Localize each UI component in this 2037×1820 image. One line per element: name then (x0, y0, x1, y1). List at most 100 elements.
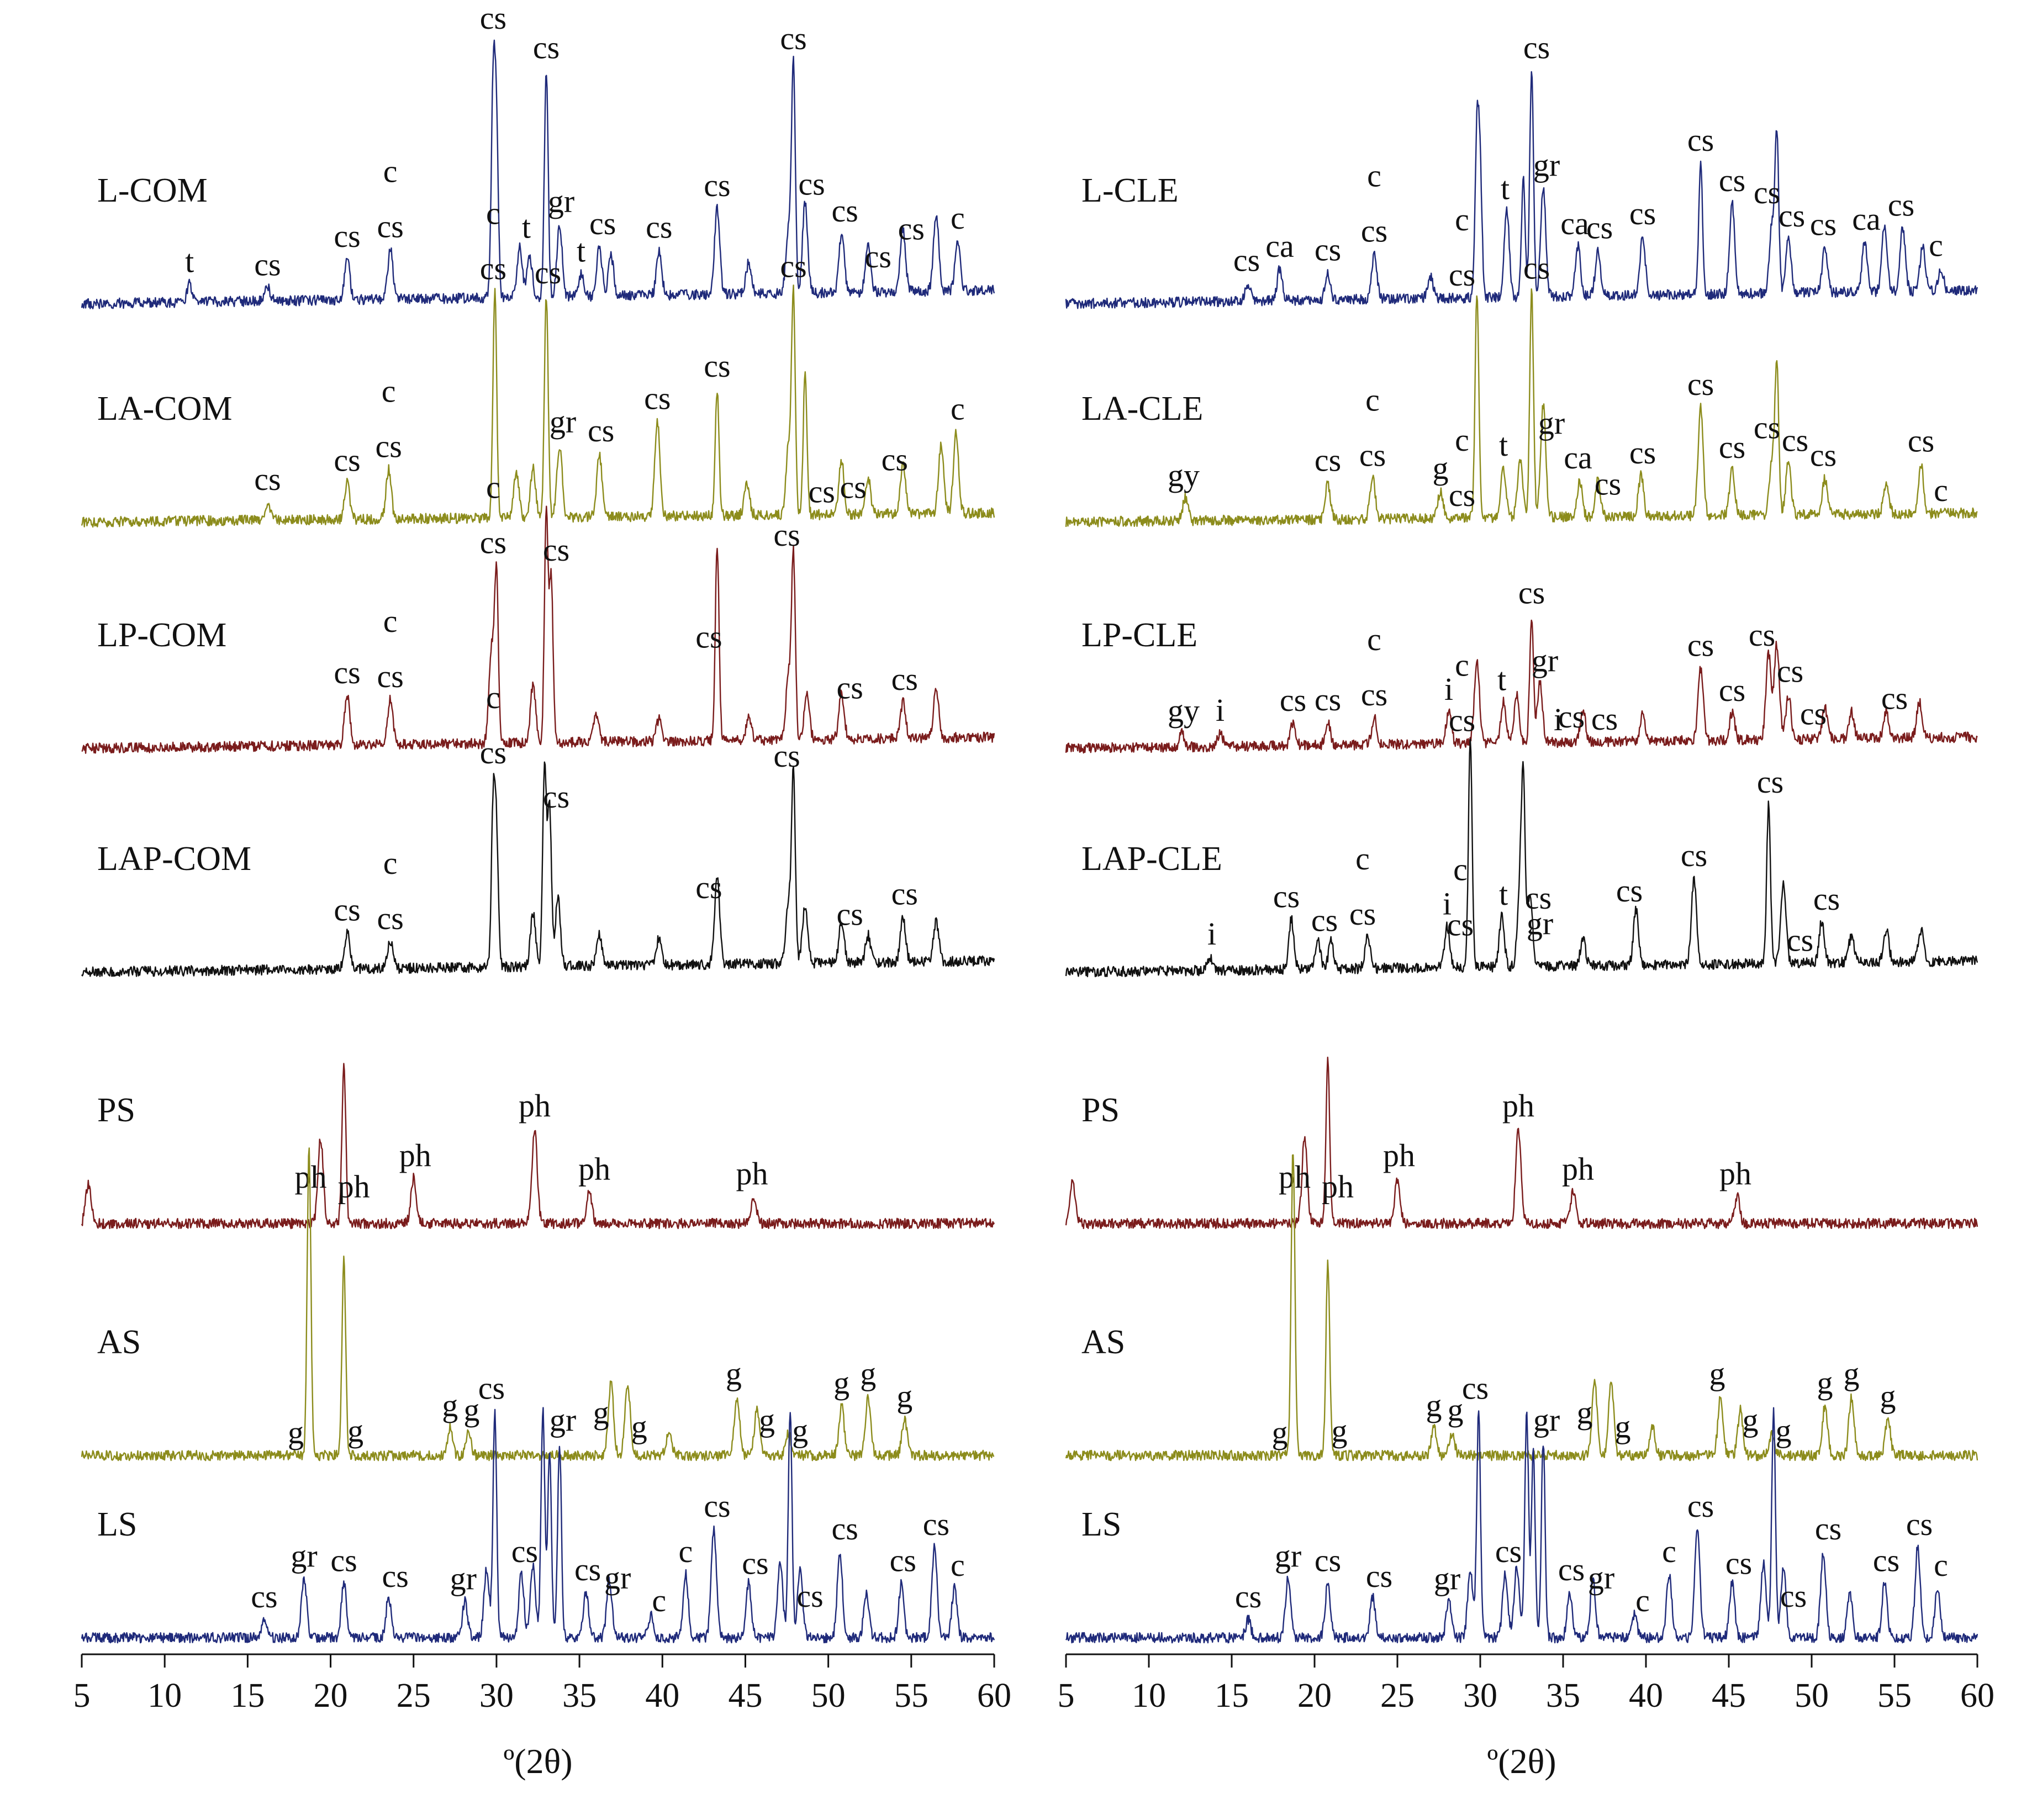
phase-label: cs (644, 380, 671, 416)
phase-label: cs (1591, 701, 1618, 737)
phase-label: gr (550, 404, 576, 440)
phase-label: g (759, 1402, 775, 1438)
xrd-trace-lp-cle (1065, 619, 1978, 754)
phase-label: cs (1780, 1578, 1807, 1614)
phase-label: ph (1562, 1151, 1594, 1187)
x-tick-label: 30 (1463, 1677, 1497, 1715)
phase-label: cs (796, 1578, 823, 1614)
phase-label: cs (1681, 837, 1707, 873)
phase-label: ph (1719, 1156, 1751, 1191)
phase-label: i (1443, 886, 1452, 922)
phase-label: g (1880, 1378, 1896, 1414)
phase-label: cs (840, 469, 867, 505)
phase-label: gr (1533, 147, 1560, 183)
x-tick-label: 25 (397, 1677, 431, 1715)
phase-label: ph (519, 1088, 551, 1123)
phase-label: cs (1616, 873, 1643, 909)
phase-label: cs (891, 876, 918, 912)
phase-label: g (442, 1388, 458, 1423)
phase-label: g (792, 1413, 808, 1449)
series-name-l-cle: L-CLE (1081, 172, 1179, 209)
phase-label: c (1929, 227, 1943, 263)
phase-label: g (1332, 1413, 1348, 1449)
phase-label: cs (773, 517, 800, 553)
phase-label: cs (780, 249, 806, 284)
phase-label: cs (1800, 695, 1827, 731)
phase-label: cs (1906, 1506, 1933, 1542)
phase-label: cs (334, 218, 360, 254)
phase-label: cs (330, 1543, 357, 1579)
phase-label: ca (1564, 440, 1592, 476)
x-tick-label: 50 (811, 1677, 846, 1715)
phase-label: cs (890, 1543, 916, 1579)
phase-label: cs (780, 20, 806, 56)
phase-label: gr (548, 183, 574, 219)
phase-label: cs (1754, 409, 1780, 445)
phase-label: c (1934, 1547, 1948, 1583)
phase-label: cs (773, 738, 800, 774)
phase-label: cs (1629, 435, 1656, 471)
phase-label: cs (1525, 880, 1552, 916)
phase-label: g (1448, 1392, 1464, 1428)
x-tick-label: 40 (645, 1677, 679, 1715)
xrd-trace-l-com (81, 39, 995, 309)
left-panel: L-COMtcscsccsccstcsgrtcscscscscscscscscL… (73, 0, 1012, 1781)
phase-label: g (833, 1365, 849, 1401)
x-axis-title: º(2θ) (503, 1742, 572, 1781)
phase-label: c (1662, 1533, 1676, 1569)
x-tick-label: 40 (1629, 1677, 1663, 1715)
phase-label: ph (399, 1137, 431, 1173)
phase-label: cs (1315, 1543, 1341, 1579)
series-name-la-com: LA-COM (97, 390, 233, 428)
phase-label: cs (1315, 232, 1341, 268)
phase-label: ccs (480, 0, 506, 36)
phase-label: cs (1462, 1370, 1489, 1406)
phase-label: c (951, 1547, 965, 1583)
phase-label: cs (704, 1488, 730, 1524)
phase-label: cs (865, 239, 891, 275)
phase-label: c (1635, 1582, 1650, 1618)
phase-label: cs (923, 1506, 949, 1542)
phase-label: cs (1523, 29, 1550, 65)
phase-label: g (1844, 1355, 1860, 1391)
phase-label: cs (1719, 429, 1745, 465)
phase-label: g (726, 1355, 742, 1391)
x-tick-label: 50 (1795, 1677, 1829, 1715)
phase-label: g (860, 1355, 876, 1391)
phase-label: cs (478, 1370, 505, 1406)
phase-label: g (347, 1413, 363, 1449)
x-tick-label: 45 (728, 1677, 762, 1715)
phase-label: cs (1779, 198, 1805, 234)
x-tick-label: 25 (1380, 1677, 1415, 1715)
phase-label: cs (891, 661, 918, 697)
left-axis: 5 10 15 20 25 30 35 40 45 50 55 60 º(2θ) (73, 1653, 1011, 1781)
x-tick-label: 35 (562, 1677, 597, 1715)
phase-label: cs (1558, 1552, 1585, 1587)
series-name-ls: LS (1081, 1506, 1121, 1543)
phase-label: cs (1815, 1511, 1841, 1547)
phase-label: gr (1434, 1560, 1460, 1596)
phase-label: cs (1725, 1545, 1752, 1581)
phase-label: cs (808, 474, 835, 510)
phase-label: cs (1273, 879, 1300, 915)
x-tick-label: 15 (1215, 1677, 1249, 1715)
phase-label: ph (1502, 1088, 1534, 1123)
phase-label: cs (543, 532, 569, 568)
phase-label: cs (1629, 196, 1656, 231)
phase-label: ph (1383, 1137, 1415, 1173)
phase-label: ph (736, 1156, 768, 1191)
phase-label: cs (334, 655, 360, 690)
phase-label: g (896, 1378, 912, 1414)
phase-label: gr (1533, 1402, 1560, 1438)
phase-label: c (652, 1582, 666, 1618)
phase-label: ph (338, 1168, 370, 1204)
phase-label: cs (1495, 1533, 1522, 1569)
